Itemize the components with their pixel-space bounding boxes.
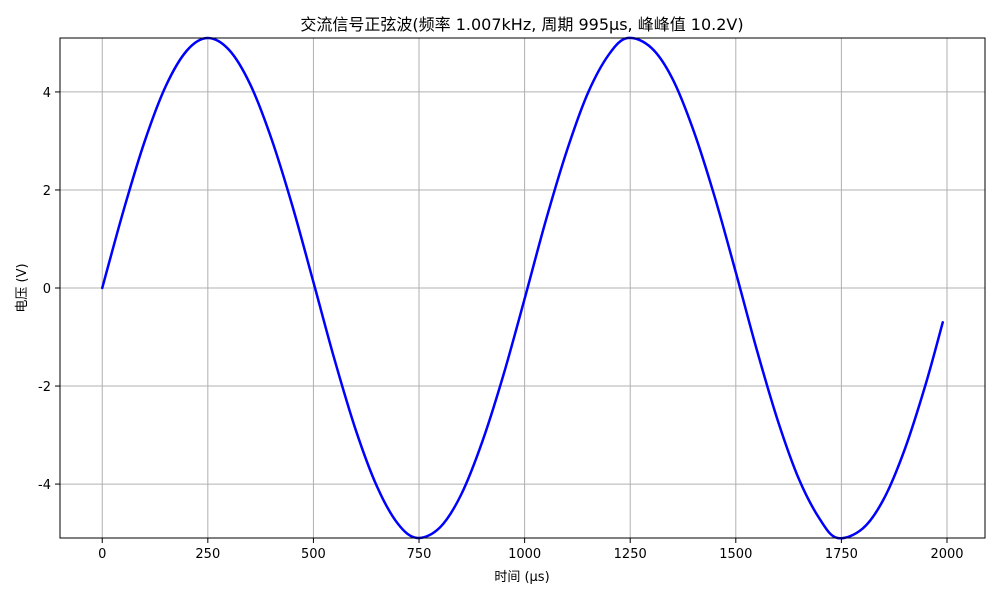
- x-tick-label: 1500: [719, 547, 752, 562]
- x-axis-ticks: 0 250 500 750 1000 1250 1500 1750 2000: [98, 538, 964, 562]
- grid-lines: [60, 38, 985, 538]
- x-tick-label: 250: [195, 547, 220, 562]
- x-tick-label: 500: [301, 547, 326, 562]
- y-tick-label: 0: [43, 282, 51, 297]
- series-layer: [100, 36, 945, 540]
- x-axis-label: 时间 (μs): [494, 570, 549, 585]
- x-tick-label: 750: [407, 547, 432, 562]
- x-tick-label: 1250: [614, 547, 647, 562]
- series-line: [100, 36, 945, 540]
- y-axis-label: 电压 (V): [15, 263, 30, 312]
- x-tick-label: 0: [98, 547, 106, 562]
- y-tick-label: 2: [43, 184, 51, 199]
- chart-title: 交流信号正弦波(频率 1.007kHz, 周期 995μs, 峰峰值 10.2V…: [300, 15, 743, 34]
- x-tick-label: 1750: [825, 547, 858, 562]
- y-axis-ticks: -4 -2 0 2 4: [38, 86, 60, 493]
- y-tick-label: 4: [43, 86, 51, 101]
- x-tick-label: 1000: [508, 547, 541, 562]
- x-tick-label: 2000: [930, 547, 963, 562]
- y-tick-label: -2: [38, 380, 51, 395]
- y-tick-label: -4: [38, 478, 51, 493]
